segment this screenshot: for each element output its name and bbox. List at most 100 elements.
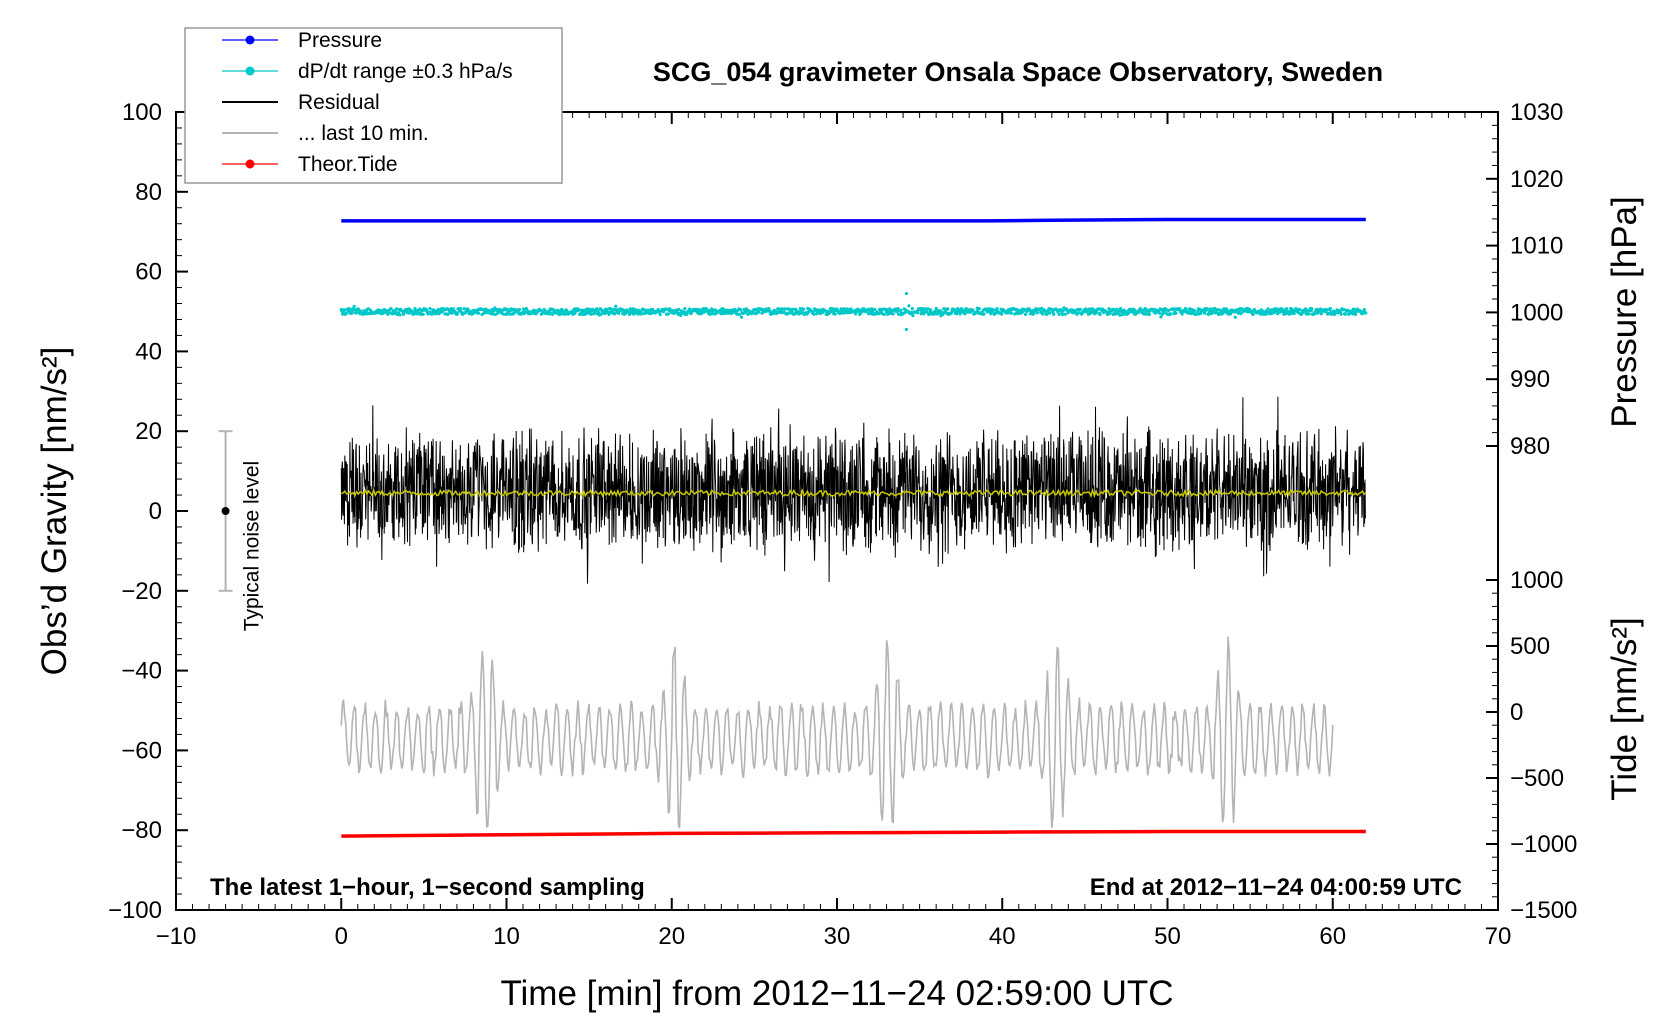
dpdt-point [1239, 312, 1243, 316]
dpdt-point [1078, 307, 1082, 311]
dpdt-point [621, 308, 625, 312]
tide-tick-label: 1000 [1510, 567, 1563, 594]
dpdt-point [854, 312, 858, 316]
dpdt-point [577, 308, 581, 312]
dpdt-point [833, 312, 837, 316]
dpdt-point [1310, 307, 1314, 311]
y-tick-label: −100 [108, 897, 162, 924]
dpdt-point [1251, 312, 1255, 316]
legend-label: Pressure [298, 29, 382, 52]
dpdt-point [440, 310, 444, 314]
dpdt-point [1362, 308, 1366, 312]
x-tick-label: 10 [493, 923, 520, 950]
dpdt-point [867, 312, 871, 316]
smoothed-residual-line [341, 487, 1367, 499]
dpdt-point [1142, 312, 1146, 316]
dpdt-point [729, 311, 733, 316]
dpdt-point [1045, 312, 1049, 316]
dpdt-point [1192, 309, 1196, 313]
dpdt-point [430, 312, 434, 316]
x-tick-label: −10 [156, 923, 197, 950]
dpdt-point [994, 311, 998, 315]
dpdt-point [739, 308, 743, 312]
dpdt-point [425, 308, 429, 312]
dpdt-point [1237, 309, 1241, 313]
dpdt-point [1307, 312, 1311, 316]
dpdt-point [395, 307, 399, 311]
dpdt-point [350, 311, 354, 315]
pressure-axis-title: Pressure [hPa] [1605, 196, 1644, 428]
tide-tick-label: −500 [1510, 765, 1564, 792]
dpdt-point [543, 308, 547, 312]
y-tick-label: 0 [149, 498, 162, 525]
dpdt-point [683, 307, 687, 311]
dpdt-point [1126, 311, 1130, 315]
dpdt-point [977, 307, 981, 311]
y-tick-label: 100 [122, 99, 162, 126]
dpdt-point [554, 311, 559, 315]
residual-series-line [340, 396, 1366, 584]
tide-series-line [341, 829, 1366, 838]
x-tick-label: 70 [1485, 923, 1512, 950]
pressure-tick-label: 1020 [1510, 166, 1563, 193]
dpdt-point [688, 307, 692, 311]
dpdt-point [1168, 312, 1173, 316]
dpdt-point [777, 307, 781, 311]
last-10-min-series-line [340, 636, 1334, 829]
annotation-right: End at 2012−11−24 04:00:59 UTC [1090, 874, 1462, 901]
noise-bar-label: Typical noise level [241, 461, 264, 631]
dpdt-point [1166, 309, 1170, 313]
dpdt-point [1183, 307, 1188, 311]
dpdt-point [1319, 312, 1323, 316]
dpdt-point [1294, 307, 1298, 311]
dpdt-point [1343, 312, 1347, 316]
pressure-tick-label: 1030 [1510, 99, 1563, 126]
y-tick-label: 80 [135, 179, 162, 206]
x-tick-label: 60 [1319, 923, 1346, 950]
dpdt-point [428, 306, 432, 311]
y-tick-label: 40 [135, 338, 162, 365]
x-tick-label: 20 [658, 923, 685, 950]
dpdt-point [782, 310, 786, 314]
dpdt-point [589, 312, 593, 316]
dpdt-point [1174, 311, 1178, 315]
dpdt-point [1052, 312, 1056, 316]
dpdt-point [599, 312, 603, 316]
dpdt-point [739, 315, 744, 319]
dpdt-point [418, 307, 422, 311]
y-tick-label: −80 [121, 817, 162, 844]
dpdt-point [885, 308, 889, 312]
pressure-tick-label: 1010 [1510, 233, 1563, 260]
dpdt-point [757, 310, 761, 314]
tide-tick-label: 0 [1510, 699, 1523, 726]
dpdt-point [877, 312, 881, 316]
dpdt-point [737, 312, 742, 316]
dpdt-point [1292, 312, 1296, 316]
dpdt-point [573, 311, 577, 315]
dpdt-point [1144, 312, 1149, 316]
dpdt-point [699, 312, 703, 316]
dpdt-point [658, 312, 662, 317]
dpdt-point [623, 311, 628, 316]
dpdt-point [369, 308, 373, 312]
x-tick-label: 40 [989, 923, 1016, 950]
dpdt-point [907, 304, 911, 308]
dpdt-point [995, 307, 999, 311]
legend-label: dP/dt range ±0.3 hPa/s [298, 60, 513, 83]
dpdt-point [911, 314, 915, 318]
legend: Pressure dP/dt range ±0.3 hPa/s Residual..… [184, 27, 563, 184]
dpdt-point [831, 307, 835, 311]
legend-label: Residual [298, 91, 380, 114]
dpdt-point [1147, 312, 1151, 317]
dpdt-point [1207, 312, 1211, 316]
x-tick-label: 0 [335, 923, 348, 950]
dpdt-point [1024, 312, 1028, 316]
dpdt-point [436, 308, 440, 312]
y-tick-label: −40 [121, 658, 162, 685]
tide-axis-title: Tide [nm/s²] [1605, 617, 1644, 800]
dpdt-point [1063, 312, 1067, 316]
dpdt-point [958, 312, 962, 316]
y-tick-label: −20 [121, 578, 162, 605]
dpdt-point [1000, 312, 1004, 316]
dpdt-point [1233, 315, 1237, 319]
